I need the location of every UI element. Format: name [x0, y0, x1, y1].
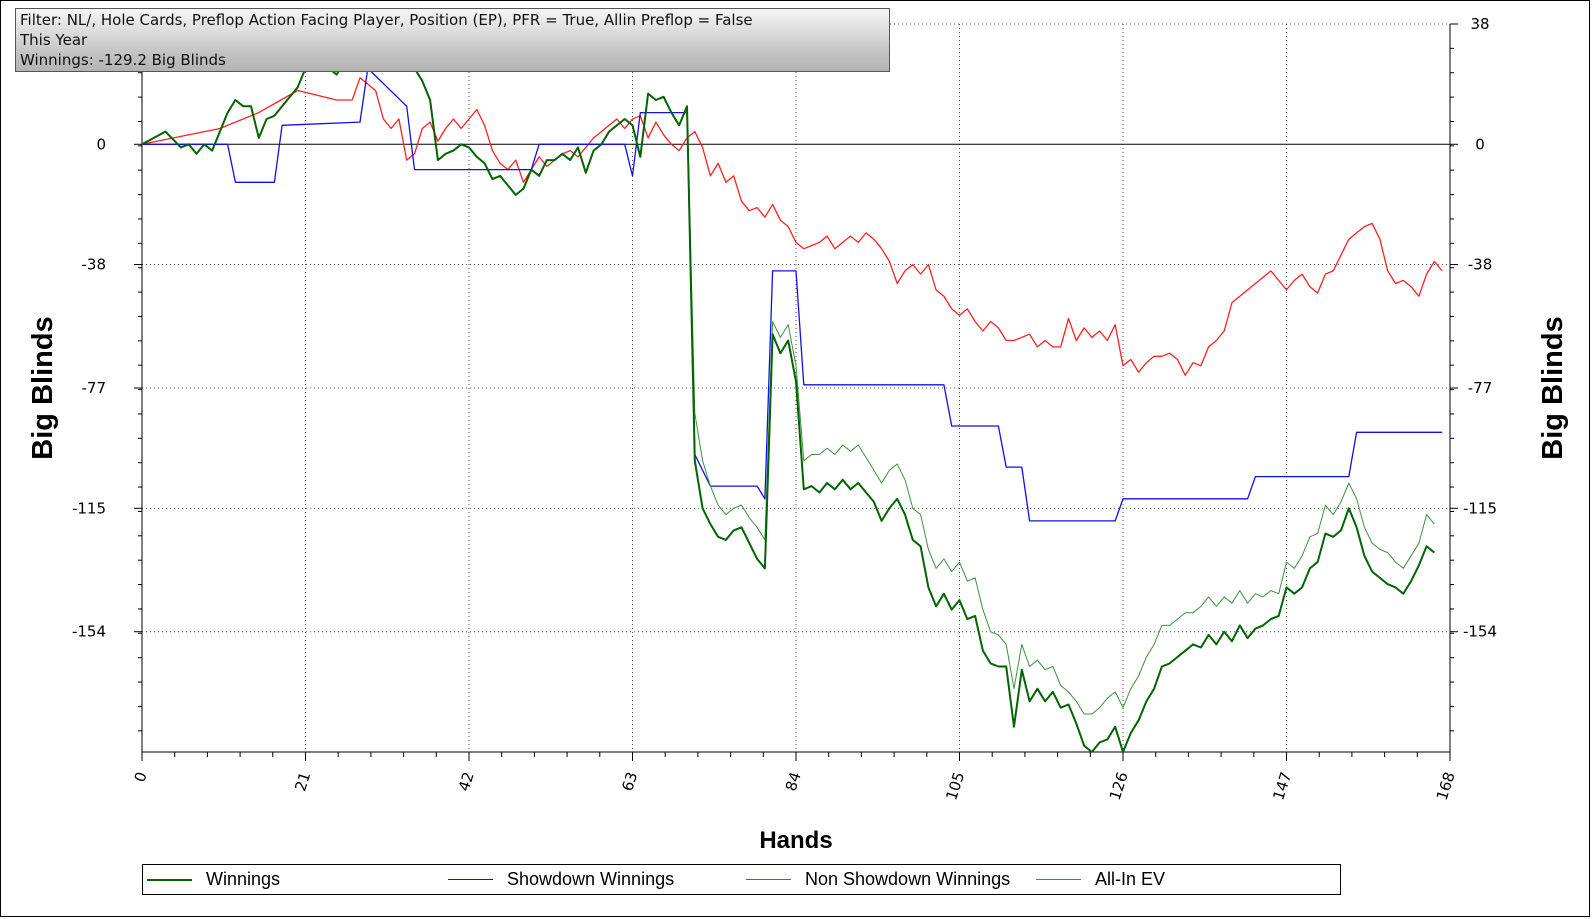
series-line-showdown-winnings: [142, 67, 1443, 522]
legend-swatch-allin-ev: [1036, 879, 1081, 880]
x-tick-label: 42: [455, 770, 478, 794]
legend-item-non-showdown: Non Showdown Winnings: [746, 865, 1010, 894]
y-axis-title-left: Big Blinds: [27, 316, 59, 459]
y-tick-label-left: -77: [82, 379, 107, 397]
legend-label-non-showdown: Non Showdown Winnings: [805, 869, 1011, 889]
legend-swatch-non-showdown: [746, 879, 791, 880]
filter-text: Filter: NL/, Hole Cards, Preflop Action …: [20, 11, 753, 29]
series-line-non-showdown-winnings: [142, 77, 1443, 376]
y-tick-label-left: -115: [72, 499, 106, 517]
legend-label-showdown: Showdown Winnings: [507, 869, 675, 889]
y-tick-label-right: 38: [1470, 15, 1489, 33]
x-tick-label: 105: [942, 770, 968, 803]
legend-item-winnings: Winnings: [147, 865, 280, 894]
x-tick-label: 126: [1106, 770, 1132, 803]
legend-swatch-showdown: [448, 879, 493, 880]
y-tick-label-right: -154: [1463, 623, 1497, 641]
legend-item-showdown: Showdown Winnings: [448, 865, 674, 894]
x-tick-label: 168: [1433, 770, 1459, 803]
x-tick-label: 147: [1269, 770, 1295, 803]
legend-label-winnings: Winnings: [206, 869, 281, 889]
y-tick-label-right: -77: [1468, 379, 1493, 397]
legend-swatch-winnings: [147, 878, 192, 881]
x-tick-label: 63: [618, 770, 641, 794]
winnings-summary: Winnings: -129.2 Big Blinds: [20, 51, 226, 69]
legend-label-allin-ev: All-In EV: [1095, 869, 1166, 889]
legend-item-allin-ev: All-In EV: [1036, 865, 1165, 894]
y-axis-title-right: Big Blinds: [1537, 316, 1569, 459]
y-tick-label-left: -154: [72, 623, 106, 641]
y-tick-label-left: 0: [96, 135, 106, 153]
x-tick-label: 0: [131, 770, 151, 785]
period-text: This Year: [20, 31, 88, 49]
legend: Winnings Showdown Winnings Non Showdown …: [142, 864, 1341, 895]
filter-info-box: Filter: NL/, Hole Cards, Preflop Action …: [15, 8, 890, 72]
y-tick-label-right: -115: [1463, 499, 1497, 517]
y-tick-label-right: 0: [1475, 135, 1485, 153]
y-tick-label-left: -38: [82, 256, 107, 274]
y-tick-label-right: -38: [1468, 256, 1493, 274]
axes: 021426384105126147168383800-38-38-77-77-…: [72, 15, 1497, 802]
x-tick-label: 21: [291, 770, 314, 794]
x-tick-label: 84: [782, 770, 805, 794]
x-axis-title: Hands: [759, 827, 832, 854]
